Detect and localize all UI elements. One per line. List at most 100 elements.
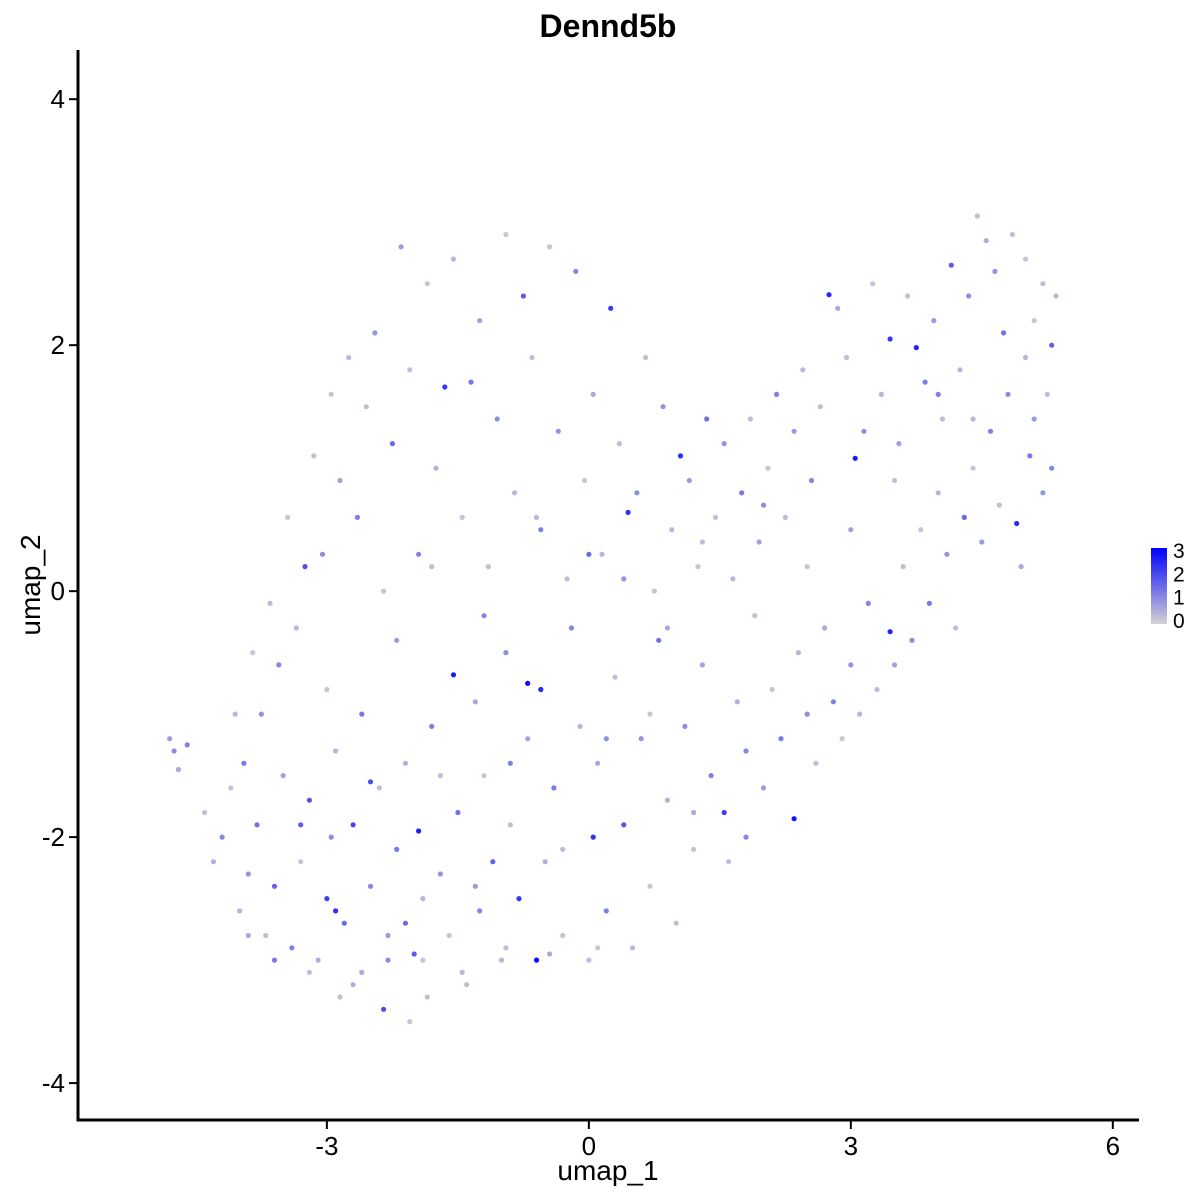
cell-point (464, 982, 470, 988)
cell-point (324, 896, 330, 902)
cell-point (922, 379, 928, 385)
y-tick-label: 2 (51, 330, 65, 360)
cell-point (298, 859, 304, 865)
cell-point (503, 650, 509, 656)
x-tick-label: 6 (1106, 1131, 1120, 1161)
cell-point (621, 576, 627, 582)
cell-point (276, 662, 282, 668)
cell-point (656, 637, 662, 643)
cell-point (459, 969, 465, 976)
cell-point (621, 822, 627, 828)
cell-point (782, 514, 788, 521)
x-axis-ticks: -3 0 3 6 (315, 1120, 1120, 1161)
cell-point (918, 527, 924, 533)
cell-point (752, 613, 758, 619)
cell-point (372, 330, 378, 336)
cell-point (835, 305, 841, 311)
cell-point (1044, 391, 1050, 397)
cell-point (595, 760, 601, 766)
cell-point (363, 404, 369, 410)
cell-point (306, 969, 312, 976)
cell-point (289, 945, 295, 951)
cell-point (1027, 453, 1033, 459)
legend-tick-label: 3 (1173, 540, 1185, 563)
cell-point (525, 680, 531, 687)
cell-point (817, 404, 823, 410)
cell-point (931, 318, 937, 324)
cell-point (516, 896, 522, 902)
cell-point (564, 576, 570, 582)
cell-point (1031, 416, 1037, 422)
cell-point (647, 711, 653, 717)
cell-point (857, 711, 863, 717)
cell-point (350, 822, 356, 828)
cell-point (219, 834, 225, 840)
cell-point (1049, 465, 1055, 471)
cell-point (760, 502, 767, 508)
cell-point (446, 932, 452, 939)
cell-point (878, 391, 885, 397)
cell-point (525, 736, 531, 742)
cell-point (328, 834, 334, 840)
cell-point (865, 600, 871, 607)
cell-point (254, 822, 260, 828)
cell-point (503, 231, 509, 238)
cell-point (909, 637, 915, 643)
cell-point (376, 785, 382, 791)
cell-point (494, 416, 500, 422)
cell-point (477, 908, 483, 914)
y-tick-label: 0 (51, 576, 65, 606)
cell-point (643, 354, 649, 361)
cell-point (568, 625, 575, 631)
cell-point (424, 994, 430, 1000)
cell-point (407, 367, 413, 373)
cell-point (280, 773, 286, 779)
cell-point (651, 588, 657, 594)
cell-point (1049, 342, 1055, 348)
chart-title: Dennd5b (540, 8, 677, 44)
cell-point (957, 367, 963, 373)
cell-point (616, 441, 623, 447)
cell-point (822, 625, 828, 631)
x-tick-label: 3 (844, 1131, 858, 1161)
cell-point (503, 945, 509, 951)
cell-point (983, 238, 989, 244)
cell-point (171, 748, 177, 754)
cell-point (1022, 354, 1029, 361)
cell-point (367, 883, 374, 889)
cell-point (769, 686, 775, 693)
cell-point (699, 662, 706, 668)
cell-point (315, 957, 321, 963)
cell-point (555, 428, 561, 434)
cell-point (695, 564, 701, 570)
cell-point (250, 650, 256, 656)
cell-point (285, 514, 291, 521)
cell-point (498, 957, 505, 963)
cell-point (437, 773, 443, 779)
cell-point (407, 1019, 413, 1025)
x-axis-title: umap_1 (557, 1155, 658, 1186)
cell-point (450, 672, 457, 678)
cell-point (333, 908, 339, 914)
cell-point (664, 797, 671, 803)
legend-tick-label: 1 (1173, 587, 1185, 610)
cell-point (385, 932, 391, 939)
cell-point (319, 551, 326, 557)
cell-point (210, 859, 216, 865)
cell-point (743, 748, 749, 754)
cell-point (577, 723, 583, 730)
cell-point (337, 477, 343, 484)
cell-point (826, 292, 832, 298)
cell-point (367, 779, 374, 785)
cell-point (586, 957, 592, 963)
cell-point (175, 766, 181, 773)
cell-point (848, 662, 854, 668)
cell-point (590, 391, 596, 397)
cell-point (595, 945, 601, 951)
cell-point (935, 490, 941, 496)
cell-point (402, 920, 409, 926)
cell-point (979, 539, 985, 545)
cell-point (887, 629, 893, 635)
cell-point (682, 723, 688, 730)
